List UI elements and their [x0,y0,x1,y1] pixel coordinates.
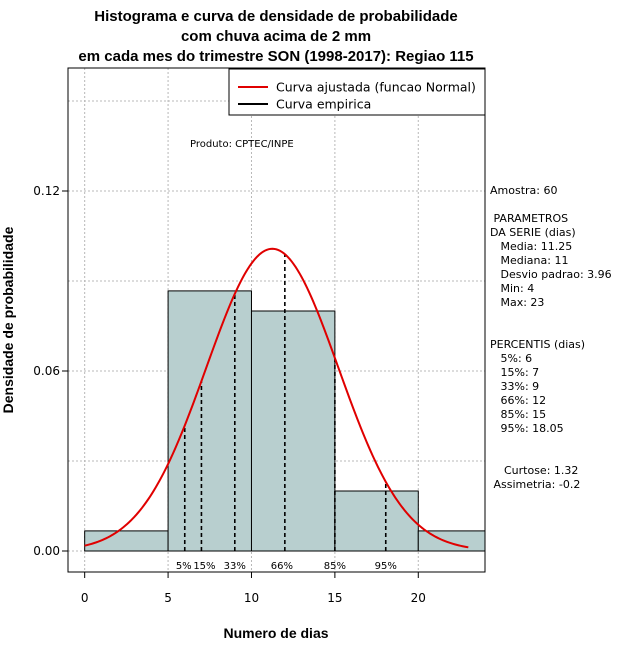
stats-line-0: Amostra: 60 [490,184,557,197]
legend-label-1: Curva empirica [276,97,371,112]
chart-title: Histograma e curva de densidade de proba… [78,8,473,65]
x-tick-label-3: 15 [327,591,342,605]
stats-line-11: PERCENTIS (dias) [490,338,585,351]
axes: 0 5 10 15 20 0.00 0.06 0.12 [33,67,486,605]
stats-line-3: DA SERIE (dias) [490,226,576,239]
title-line-2: com chuva acima de 2 mm [181,28,371,45]
histogram-bar-4 [334,490,419,552]
x-tick-label-4: 20 [411,591,426,605]
stats-line-13: 15%: 7 [490,366,539,379]
stats-line-17: 95%: 18.05 [490,422,564,435]
legend: Curva ajustada (funcao Normal) Curva empi… [228,68,486,116]
stats-line-4: Media: 11.25 [490,240,572,253]
stats-line-20: Curtose: 1.32 [490,464,578,477]
stats-line-12: 5%: 6 [490,352,532,365]
stats-line-7: Min: 4 [490,282,534,295]
y-tick-label-1: 0.06 [33,364,60,378]
stats-line-21: Assimetria: -0.2 [490,478,580,491]
stats-line-2: PARAMETROS [490,212,568,225]
histogram-bar-3 [250,310,336,552]
stats-line-5: Mediana: 11 [490,254,568,267]
stats-line-6: Desvio padrao: 3.96 [490,268,612,281]
legend-box [228,68,486,116]
percentile-label-3: 66% [271,561,293,572]
percentile-label-5: 95% [375,561,397,572]
percentile-label-1: 15% [193,561,215,572]
percentile-label-4: 85% [324,561,346,572]
stats-line-16: 85%: 15 [490,408,546,421]
x-tick-label-2: 10 [244,591,259,605]
normal-curve-line [84,247,469,549]
normal-curve [84,247,469,549]
legend-label-0: Curva ajustada (funcao Normal) [276,80,476,95]
y-tick-label-2: 0.12 [33,184,60,198]
stats-line-14: 33%: 9 [490,380,539,393]
y-axis-title: Densidade de probabilidade [0,226,16,413]
histogram-bar-2 [167,290,252,552]
title-line-3: em cada mes do trimestre SON (1998-2017)… [78,48,473,65]
percentile-markers: 5% 15% 33% 66% 85% 95% [176,254,397,572]
percentile-label-0: 5% [176,561,192,572]
y-tick-label-0: 0.00 [33,544,60,558]
product-annotation: Produto: CPTEC/INPE [190,139,294,150]
x-axis-title: Numero de dias [223,625,328,641]
stats-line-8: Max: 23 [490,296,544,309]
title-line-1: Histograma e curva de densidade de proba… [94,8,457,25]
percentile-label-2: 33% [224,561,246,572]
histogram-bars [84,290,485,552]
stats-line-15: 66%: 12 [490,394,546,407]
x-tick-label-0: 0 [81,591,89,605]
x-tick-label-1: 5 [164,591,172,605]
